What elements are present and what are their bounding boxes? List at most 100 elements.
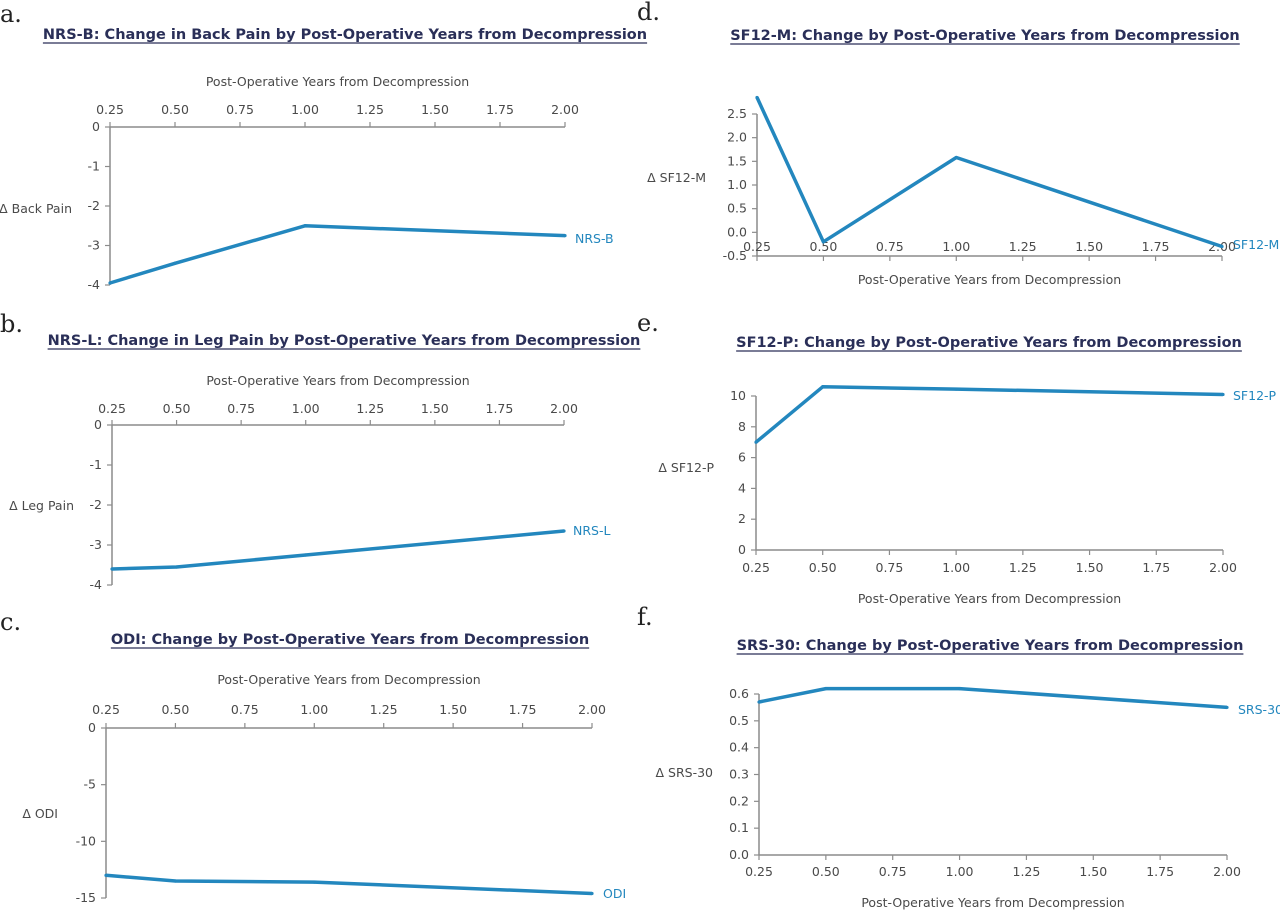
y-tick-label: 10 <box>730 388 746 403</box>
x-tick-label: 0.50 <box>162 702 190 717</box>
y-tick-label: 1.0 <box>727 177 747 192</box>
x-tick-label: 1.75 <box>1146 864 1174 879</box>
series-line-nrs-b <box>109 224 566 285</box>
x-tick-label: 1.50 <box>421 401 449 416</box>
chart-panel-6: f. SRS-30: Change by Post-Operative Years… <box>637 603 1280 910</box>
y-tick-label: -15 <box>76 890 96 905</box>
y-tick-label: 2.0 <box>727 130 747 145</box>
x-tick-label: 2.00 <box>550 401 578 416</box>
chart-title: NRS-B: Change in Back Pain by Post-Opera… <box>43 27 647 43</box>
y-tick-label: 1.5 <box>727 153 747 168</box>
y-axis-label: Δ Back Pain <box>0 201 72 216</box>
y-tick-label: 0.6 <box>729 686 749 701</box>
data-point <box>754 440 758 444</box>
y-tick-label: 6 <box>738 450 746 465</box>
x-tick-label: 0.50 <box>812 864 840 879</box>
panel-letter: d. <box>637 0 660 26</box>
x-tick-label: 0.50 <box>163 401 191 416</box>
data-point <box>821 385 825 389</box>
y-tick-label: -1 <box>90 457 102 472</box>
chart-title: SRS-30: Change by Post-Operative Years f… <box>737 638 1244 654</box>
x-tick-label: 2.00 <box>551 102 579 117</box>
data-point <box>173 261 177 265</box>
chart-panel-2: b. NRS-L: Change in Leg Pain by Post-Oper… <box>0 310 641 592</box>
x-tick-label: 1.50 <box>421 102 449 117</box>
x-tick-label: 1.25 <box>1009 239 1037 254</box>
data-point <box>174 565 179 569</box>
data-point <box>110 567 114 571</box>
chart-title: NRS-L: Change in Leg Pain by Post-Operat… <box>48 333 641 349</box>
data-point <box>755 95 759 100</box>
data-point <box>1225 705 1229 710</box>
chart-title: ODI: Change by Post-Operative Years from… <box>111 632 589 648</box>
y-axis-label: Δ SF12-M <box>647 170 706 185</box>
x-tick-label: 1.75 <box>486 102 514 117</box>
data-point <box>821 240 826 244</box>
y-tick-label: 0.0 <box>729 847 749 862</box>
y-axis-label: Δ ODI <box>22 806 58 821</box>
panel-letter: b. <box>0 310 23 338</box>
y-tick-label: 0 <box>94 417 102 432</box>
x-axis-label: Post-Operative Years from Decompression <box>206 74 469 89</box>
y-tick-label: -1 <box>88 159 100 174</box>
data-point <box>563 234 567 238</box>
series-label: SF12-M <box>1233 237 1279 252</box>
y-tick-label: 2 <box>738 511 746 526</box>
x-tick-label: 0.75 <box>226 102 254 117</box>
x-tick-label: 1.00 <box>292 401 320 416</box>
data-point <box>954 155 958 160</box>
y-tick-label: 0.0 <box>727 224 747 239</box>
y-tick-label: 4 <box>738 480 746 495</box>
y-tick-label: -0.5 <box>723 248 747 263</box>
x-tick-label: 1.00 <box>946 864 974 879</box>
series-label: SF12-P <box>1233 388 1277 403</box>
data-point <box>954 387 958 391</box>
series-line-sf12-m <box>755 96 1223 249</box>
x-axis-label: Post-Operative Years from Decompression <box>206 373 469 388</box>
y-tick-label: 0.5 <box>729 713 749 728</box>
series-line-odi <box>105 873 593 896</box>
data-point <box>957 687 962 691</box>
x-tick-label: 0.50 <box>161 102 189 117</box>
x-tick-label: 1.00 <box>291 102 319 117</box>
x-axis-label: Post-Operative Years from Decompression <box>858 591 1121 606</box>
series-line-nrs-l <box>111 529 565 571</box>
chart-panel-1: a. NRS-B: Change in Back Pain by Post-Ope… <box>0 0 648 292</box>
series-line-srs-30 <box>758 686 1228 710</box>
x-tick-label: 1.00 <box>942 560 970 575</box>
x-axis-label: Post-Operative Years from Decompression <box>861 895 1124 910</box>
data-point <box>108 281 112 285</box>
x-tick-label: 0.75 <box>879 864 907 879</box>
x-axis-label: Post-Operative Years from Decompression <box>858 272 1121 287</box>
chart-panel-4: d. SF12-M: Change by Post-Operative Years… <box>637 0 1279 287</box>
y-axis-label: Δ SF12-P <box>658 460 714 475</box>
x-tick-label: 1.25 <box>356 401 384 416</box>
x-tick-label: 1.00 <box>942 239 970 254</box>
y-tick-label: 0 <box>88 720 96 735</box>
y-tick-label: -2 <box>90 497 102 512</box>
data-point <box>304 553 308 557</box>
data-point <box>757 700 761 704</box>
y-tick-label: 0.2 <box>729 793 749 808</box>
series-label: ODI <box>603 886 626 901</box>
x-tick-label: 2.00 <box>1209 560 1237 575</box>
x-tick-label: 0.25 <box>98 401 126 416</box>
x-tick-label: 0.25 <box>92 702 120 717</box>
data-point <box>824 687 828 691</box>
data-point <box>312 880 316 884</box>
x-tick-label: 0.50 <box>809 560 837 575</box>
data-point <box>1221 392 1225 397</box>
x-tick-label: 0.25 <box>742 560 770 575</box>
series-label: SRS-30 <box>1238 702 1280 717</box>
chart-panel-5: e. SF12-P: Change by Post-Operative Years… <box>637 309 1277 606</box>
y-tick-label: 0 <box>92 119 100 134</box>
y-tick-label: 0 <box>738 542 746 557</box>
y-tick-label: -4 <box>88 277 101 292</box>
x-tick-label: 0.25 <box>745 864 773 879</box>
data-point <box>1220 244 1224 249</box>
data-point <box>303 224 307 228</box>
x-axis-label: Post-Operative Years from Decompression <box>217 672 480 687</box>
panel-letter: a. <box>0 0 22 28</box>
panel-letter: f. <box>637 603 653 631</box>
